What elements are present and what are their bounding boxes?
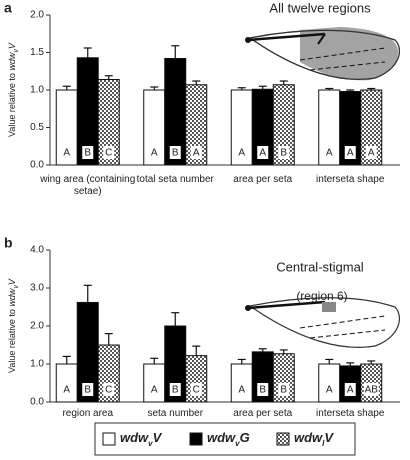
panel-label: a xyxy=(4,0,12,16)
label-box xyxy=(148,383,160,396)
group-label: B xyxy=(172,148,179,159)
x-tick-label: interseta shape xyxy=(316,174,385,185)
group-label: B xyxy=(259,385,266,396)
label-box xyxy=(257,383,269,396)
wing-icon xyxy=(245,297,400,348)
group-label: A xyxy=(259,148,266,159)
group-label: A xyxy=(368,148,375,159)
label-box xyxy=(236,146,248,159)
wing-icon xyxy=(245,27,400,81)
label-box xyxy=(103,146,115,159)
x-tick-label: total seta number xyxy=(136,174,214,185)
x-tick-label: area per seta xyxy=(233,408,293,419)
y-tick-label: 2.0 xyxy=(30,10,44,21)
y-tick-label: 1.5 xyxy=(30,47,44,58)
legend-swatch xyxy=(102,432,116,446)
group-label: A xyxy=(238,385,245,396)
group-label: A xyxy=(238,148,245,159)
group-label: A xyxy=(347,385,354,396)
label-box xyxy=(61,383,73,396)
x-tick-label: area per seta xyxy=(233,174,293,185)
group-label: A xyxy=(347,148,354,159)
group-label: B xyxy=(84,385,91,396)
legend-label: wdwvV xyxy=(120,430,163,447)
group-label: C xyxy=(193,385,200,396)
y-tick-label: 1.0 xyxy=(30,85,44,96)
chart-title: Central-stigmal xyxy=(276,259,364,274)
label-box xyxy=(190,146,202,159)
y-axis-label-part: Value relative to xyxy=(7,71,17,137)
legend-box xyxy=(94,422,356,456)
group-label: A xyxy=(63,148,70,159)
chart-title: All twelve regions xyxy=(269,0,371,15)
group-label: B xyxy=(84,148,91,159)
y-axis-label-part: V xyxy=(7,42,17,49)
group-label: B xyxy=(172,385,179,396)
y-tick-label: 0.5 xyxy=(30,122,44,133)
chart-subtitle: (region 6) xyxy=(296,289,347,303)
label-box xyxy=(82,383,94,396)
x-tick-label: interseta shape xyxy=(316,408,385,419)
label-box xyxy=(190,383,202,396)
legend-label: wdwvG xyxy=(207,430,250,447)
group-label: AB xyxy=(365,385,379,396)
x-tick-label: seta number xyxy=(147,408,204,419)
group-label: C xyxy=(105,148,112,159)
label-box xyxy=(103,383,115,396)
panel-label: b xyxy=(4,235,13,251)
group-label: A xyxy=(193,148,200,159)
y-axis-label-part: Value relative to xyxy=(7,307,17,373)
label-box xyxy=(344,383,356,396)
y-axis-label-part: wdw xyxy=(7,52,17,71)
group-label: A xyxy=(151,385,158,396)
label-box xyxy=(169,383,181,396)
y-axis-label: Value relative to wdwvV xyxy=(7,278,20,373)
group-label: C xyxy=(105,385,112,396)
group-label: B xyxy=(280,385,287,396)
group-label: A xyxy=(63,385,70,396)
legend-label: wdwlV xyxy=(294,430,334,447)
x-tick-label: region area xyxy=(62,408,114,419)
legend-swatch xyxy=(189,432,203,446)
label-box xyxy=(365,146,377,159)
y-axis-label-part: v xyxy=(13,49,20,53)
label-box xyxy=(323,383,335,396)
group-label: B xyxy=(280,148,287,159)
label-box xyxy=(148,146,160,159)
y-tick-label: 1.0 xyxy=(30,359,44,370)
group-label: A xyxy=(326,385,333,396)
label-box xyxy=(323,146,335,159)
label-box xyxy=(344,146,356,159)
y-axis-label: Value relative to wdwvV xyxy=(7,42,20,137)
group-label: A xyxy=(326,148,333,159)
label-box xyxy=(278,383,290,396)
y-tick-label: 2.0 xyxy=(30,321,44,332)
y-axis-label-part: wdw xyxy=(7,288,17,307)
label-box xyxy=(236,383,248,396)
label-box xyxy=(61,146,73,159)
legend-swatch xyxy=(276,432,290,446)
y-axis-label-part: V xyxy=(7,278,17,285)
x-tick-label: wing area (containing setae) xyxy=(40,174,136,197)
label-box xyxy=(363,383,379,396)
y-tick-label: 4.0 xyxy=(30,245,44,256)
group-label: A xyxy=(151,148,158,159)
y-tick-label: 0.0 xyxy=(30,160,44,171)
y-axis-label-part: v xyxy=(13,285,20,289)
y-tick-label: 3.0 xyxy=(30,283,44,294)
y-tick-label: 0.0 xyxy=(30,397,44,408)
label-box xyxy=(278,146,290,159)
label-box xyxy=(257,146,269,159)
label-box xyxy=(82,146,94,159)
label-box xyxy=(169,146,181,159)
